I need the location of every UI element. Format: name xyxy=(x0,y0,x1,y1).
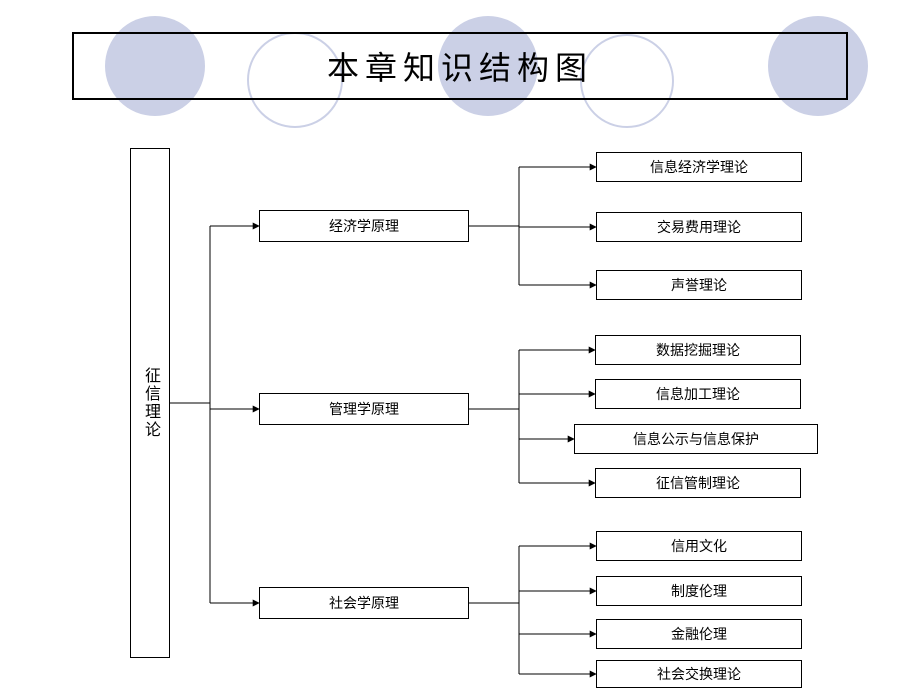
level1-label: 经济学原理 xyxy=(329,216,399,236)
level2-node: 数据挖掘理论 xyxy=(595,335,801,365)
level2-node: 声誉理论 xyxy=(596,270,802,300)
title-box: 本章知识结构图 xyxy=(72,32,848,100)
level2-node: 信用文化 xyxy=(596,531,802,561)
level2-node: 交易费用理论 xyxy=(596,212,802,242)
level1-node-soc: 社会学原理 xyxy=(259,587,469,619)
level2-label: 数据挖掘理论 xyxy=(656,340,740,360)
level2-node: 信息加工理论 xyxy=(595,379,801,409)
level1-label: 管理学原理 xyxy=(329,399,399,419)
level2-label: 征信管制理论 xyxy=(656,473,740,493)
root-label: 征信理论 xyxy=(138,367,162,439)
level2-node: 金融伦理 xyxy=(596,619,802,649)
level2-label: 信息经济学理论 xyxy=(650,157,748,177)
level2-label: 信息加工理论 xyxy=(656,384,740,404)
level2-label: 制度伦理 xyxy=(671,581,727,601)
level2-node: 信息经济学理论 xyxy=(596,152,802,182)
level2-label: 金融伦理 xyxy=(671,624,727,644)
level2-node: 信息公示与信息保护 xyxy=(574,424,818,454)
level1-node-mgmt: 管理学原理 xyxy=(259,393,469,425)
level2-label: 信用文化 xyxy=(671,536,727,556)
level2-label: 声誉理论 xyxy=(671,275,727,295)
level1-node-econ: 经济学原理 xyxy=(259,210,469,242)
level2-label: 社会交换理论 xyxy=(657,664,741,684)
level1-label: 社会学原理 xyxy=(329,593,399,613)
root-node: 征信理论 xyxy=(130,148,170,658)
level2-node: 征信管制理论 xyxy=(595,468,801,498)
title-text: 本章知识结构图 xyxy=(327,43,593,89)
level2-node: 制度伦理 xyxy=(596,576,802,606)
level2-label: 交易费用理论 xyxy=(657,217,741,237)
level2-label: 信息公示与信息保护 xyxy=(633,429,759,449)
level2-node: 社会交换理论 xyxy=(596,660,802,688)
